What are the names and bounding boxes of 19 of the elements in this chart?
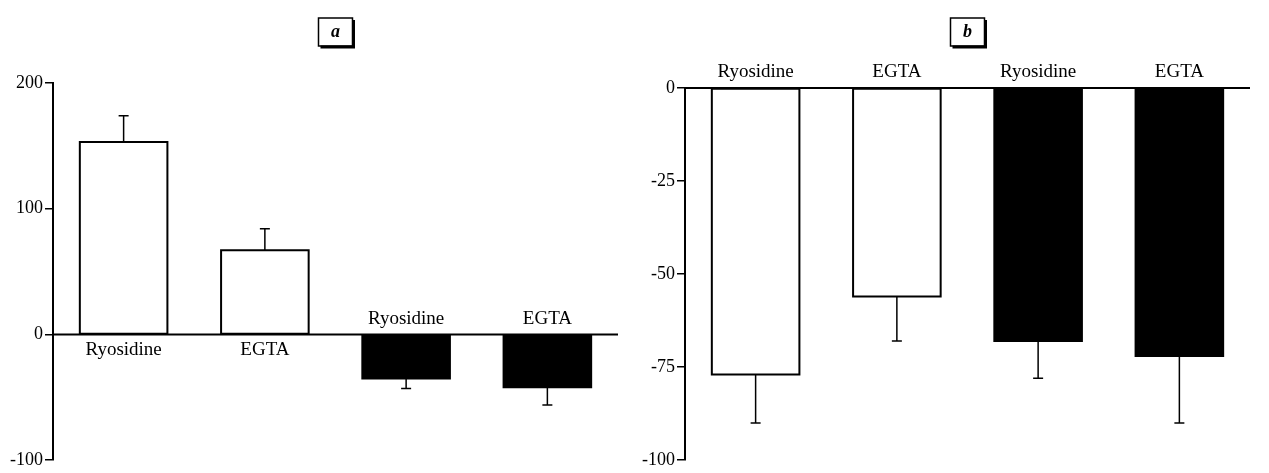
y-tick-label: -100	[9, 448, 43, 469]
x-tick-label: EGTA	[1154, 60, 1205, 82]
x-tick-label: EGTA	[522, 306, 573, 328]
x-tick-label: EGTA	[872, 60, 922, 82]
x-tick-label: Ryosidine	[367, 306, 445, 328]
chart-title: b	[963, 20, 972, 41]
y-tick-label: -25	[650, 169, 675, 190]
chart-title: a	[331, 20, 340, 41]
y-tick-label: 100	[15, 197, 43, 218]
x-tick-label: Ryosidine	[717, 60, 794, 82]
y-tick-label: 200	[15, 71, 43, 92]
y-tick-label: 0	[665, 76, 675, 97]
x-tick-label: Ryosidine	[85, 337, 162, 359]
x-tick-label: EGTA	[240, 337, 290, 359]
y-tick-label: -75	[650, 355, 675, 376]
x-tick-label: Ryosidine	[999, 60, 1077, 82]
y-tick-label: -50	[650, 262, 675, 283]
y-tick-label: -100	[641, 448, 675, 469]
y-tick-label: 0	[33, 323, 43, 344]
